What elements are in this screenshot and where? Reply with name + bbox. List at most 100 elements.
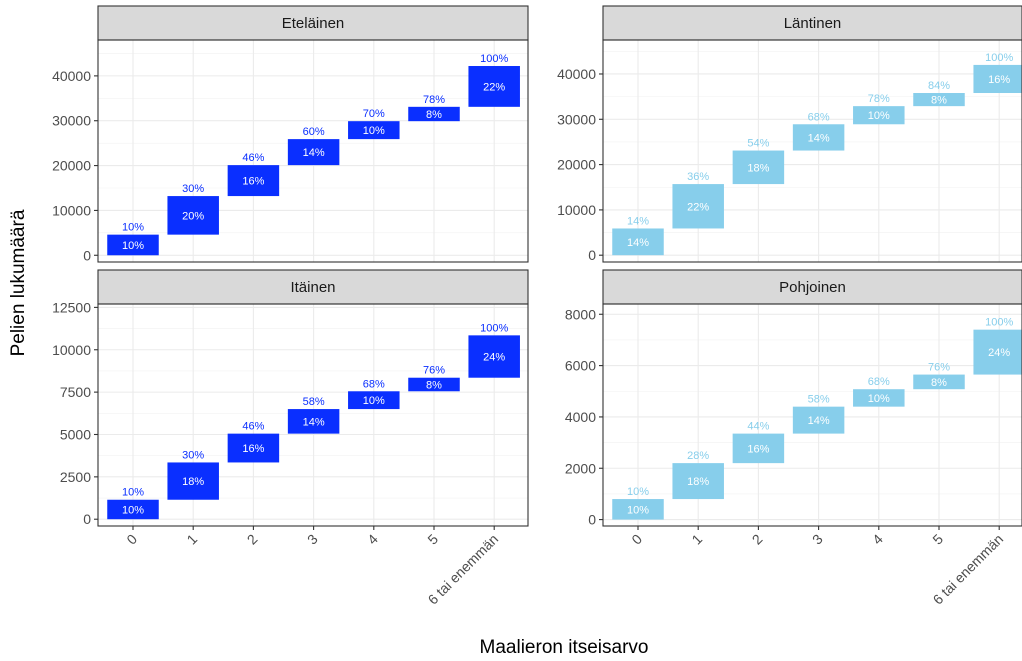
share-label: 10% [868,110,890,122]
y-tick-label: 0 [83,247,91,263]
x-tick-label: 5 [929,531,946,548]
bar-eteläinen-6 [468,66,520,107]
facet-strip-pohjoinen [602,269,1022,305]
cumulative-label: 68% [808,111,830,123]
cumulative-label: 100% [985,52,1013,64]
y-tick-label: 10000 [52,202,91,218]
bar-pohjoinen-3 [792,406,845,434]
share-label: 14% [808,132,830,144]
bar-läntinen-6 [973,64,1022,94]
y-tick-label: 12500 [52,299,91,315]
share-label: 22% [483,81,505,93]
share-label: 14% [303,147,325,159]
cumulative-label: 70% [363,108,385,120]
share-label: 14% [303,416,325,428]
bar-pohjoinen-4 [853,389,905,407]
cumulative-label: 30% [182,183,204,195]
x-tick-label: 1 [183,531,200,548]
cumulative-label: 10% [122,487,144,499]
facet-title-pohjoinen: Pohjoinen [779,279,846,296]
share-label: 14% [627,237,649,249]
x-axis-title: Maalieron itseisarvo [480,637,649,658]
facet-title-eteläinen: Eteläinen [282,15,345,32]
cumulative-label: 76% [928,362,950,374]
cumulative-label: 10% [122,222,144,234]
x-tick-label: 0 [123,531,140,548]
cumulative-label: 84% [928,80,950,92]
x-tick-label: 4 [364,531,381,548]
y-tick-label: 30000 [557,111,596,127]
share-label: 16% [242,176,264,188]
cumulative-label: 10% [627,486,649,498]
panel-border-eteläinen [97,39,529,263]
y-tick-label: 20000 [557,157,596,173]
cumulative-label: 78% [423,94,445,106]
share-label: 8% [426,109,442,121]
y-tick-label: 8000 [565,306,596,322]
bar-eteläinen-5 [408,106,460,122]
y-tick-label: 20000 [52,158,91,174]
bar-läntinen-5 [913,93,965,107]
facet-strip-läntinen [602,5,1022,41]
y-tick-label: 6000 [565,358,596,374]
panel-border-itäinen [97,303,529,527]
cumulative-label: 100% [480,53,508,65]
y-tick-label: 0 [83,511,91,527]
cumulative-label: 46% [242,152,264,164]
cumulative-label: 14% [627,215,649,227]
cumulative-label: 100% [985,317,1013,329]
share-label: 16% [988,74,1010,86]
cumulative-label: 54% [747,138,769,150]
cumulative-label: 60% [303,126,325,138]
cumulative-label: 30% [182,449,204,461]
cumulative-label: 58% [303,396,325,408]
cumulative-label: 46% [242,421,264,433]
bar-itäinen-4 [348,391,400,410]
bar-pohjoinen-6 [973,329,1022,375]
share-label: 18% [687,476,709,488]
x-tick-label: 5 [424,531,441,548]
x-tick-label: 0 [628,531,645,548]
facet-title-itäinen: Itäinen [290,279,335,296]
bar-itäinen-5 [408,377,460,392]
share-label: 8% [931,377,947,389]
cumulative-label: 58% [808,394,830,406]
share-label: 10% [363,395,385,407]
bar-pohjoinen-0 [612,499,664,520]
facet-strip-eteläinen [97,5,529,41]
cumulative-label: 100% [480,322,508,334]
panel-background-läntinen [603,40,1022,262]
cumulative-label: 68% [868,376,890,388]
cumulative-label: 78% [868,93,890,105]
share-label: 16% [242,443,264,455]
panel-border-pohjoinen [602,303,1022,527]
y-tick-label: 40000 [557,66,596,82]
x-tick-label: 1 [688,531,705,548]
share-label: 24% [988,347,1010,359]
y-tick-label: 0 [588,512,596,528]
y-tick-label: 0 [588,247,596,263]
share-label: 24% [483,352,505,364]
panel-border-läntinen [602,39,1022,263]
share-label: 20% [182,210,204,222]
share-label: 16% [747,443,769,455]
bar-eteläinen-1 [167,196,219,235]
x-tick-label: 4 [869,531,886,548]
x-tick-label: 2 [244,531,261,548]
x-tick-label: 2 [749,531,766,548]
share-label: 10% [363,125,385,137]
bar-eteläinen-4 [348,121,400,140]
cumulative-label: 76% [423,365,445,377]
bar-itäinen-3 [287,409,340,434]
bar-eteläinen-0 [107,234,159,256]
share-label: 22% [687,201,709,213]
cumulative-label: 44% [747,421,769,433]
bar-pohjoinen-2 [732,433,785,464]
x-tick-label: 3 [809,531,826,548]
x-tick-label: 3 [304,531,321,548]
bar-itäinen-2 [227,433,280,463]
y-tick-label: 10000 [52,342,91,358]
bar-eteläinen-3 [287,139,340,166]
bar-läntinen-2 [732,150,785,185]
bar-itäinen-6 [468,335,520,378]
